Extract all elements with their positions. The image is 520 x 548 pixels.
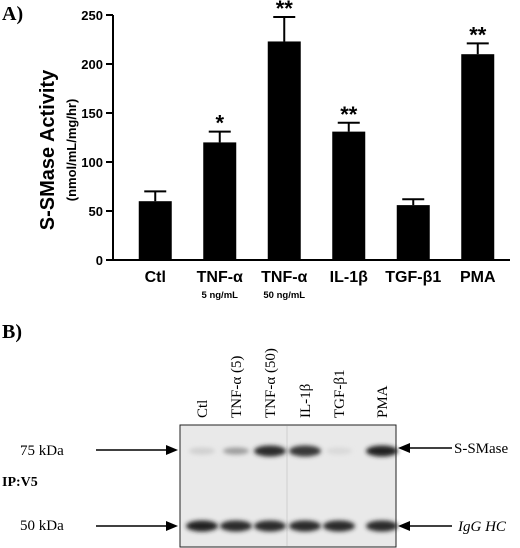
x-tick-label: PMA	[460, 269, 496, 286]
y-axis-unit: (nmol/mL/mg/hr)	[64, 99, 79, 202]
bar-chart: 0 50 100 150 200 250 Ctl TNF-α 5 ng/mL * TNF-α 50 n…	[81, 0, 510, 301]
igg-hc-band	[254, 520, 286, 532]
igg-hc-band	[366, 520, 398, 532]
bar	[332, 131, 366, 260]
x-tick-label: TNF-α	[197, 269, 243, 286]
x-tick-label: TNF-α	[261, 269, 307, 286]
s-smase-band	[289, 445, 321, 457]
x-tick-label: IL-1β	[330, 269, 368, 286]
blot-lane-label: TNF-α (50)	[263, 348, 279, 418]
bar	[461, 54, 495, 261]
blot-lane-label: PMA	[375, 385, 391, 418]
x-tick-sublabel: 5 ng/mL	[202, 290, 239, 301]
igg-hc-band	[186, 520, 218, 532]
igg-hc-band	[323, 520, 355, 532]
y-axis-title: S-SMase Activity	[37, 69, 59, 230]
x-tick-sublabel: 50 ng/mL	[263, 290, 305, 301]
s-smase-band	[254, 445, 286, 457]
x-tick-label: Ctl	[145, 269, 166, 286]
igg-hc-label: IgG HC	[457, 519, 507, 535]
y-tick-label: 150	[81, 106, 103, 121]
igg-hc-band	[289, 520, 321, 532]
igg-hc-arrow-icon	[398, 521, 410, 531]
y-tick-label: 250	[81, 8, 103, 23]
blot-lane-labels: Ctl TNF-α (5) TNF-α (50) IL-1β TGF-β1 PMA	[195, 348, 391, 418]
bar	[203, 142, 237, 260]
ip-label: IP:V5	[2, 475, 38, 490]
marker-50-label: 50 kDa	[20, 518, 64, 534]
blot-lane-label: TNF-α (5)	[229, 356, 245, 418]
blot-lane-label: IL-1β	[298, 384, 314, 418]
bar	[396, 205, 430, 260]
significance-label: **	[469, 22, 487, 47]
blot-bands	[186, 445, 398, 532]
blot-lane-label: Ctl	[195, 400, 211, 418]
marker-75-arrow-icon	[166, 445, 178, 455]
y-tick-label: 100	[81, 155, 103, 170]
marker-50-arrow-icon	[166, 521, 178, 531]
y-tick-label: 0	[96, 253, 103, 268]
blot-lane-label: TGF-β1	[332, 370, 348, 418]
panel-a-label: A)	[2, 3, 23, 25]
y-tick-label: 200	[81, 57, 103, 72]
s-smase-band	[366, 445, 398, 457]
s-smase-label: S-SMase	[454, 441, 509, 457]
s-smase-band	[326, 447, 352, 455]
s-smase-arrow-icon	[398, 443, 410, 453]
igg-hc-band	[220, 520, 252, 532]
y-tick-label: 50	[89, 204, 103, 219]
s-smase-band	[189, 447, 215, 455]
bar	[138, 201, 172, 260]
significance-label: **	[276, 0, 294, 21]
marker-75-label: 75 kDa	[20, 443, 64, 459]
significance-label: *	[215, 111, 224, 136]
x-tick-label: TGF-β1	[385, 269, 441, 286]
panel-b-label: B)	[2, 321, 22, 343]
s-smase-band	[223, 447, 249, 455]
significance-label: **	[340, 102, 358, 127]
bar	[267, 41, 301, 261]
